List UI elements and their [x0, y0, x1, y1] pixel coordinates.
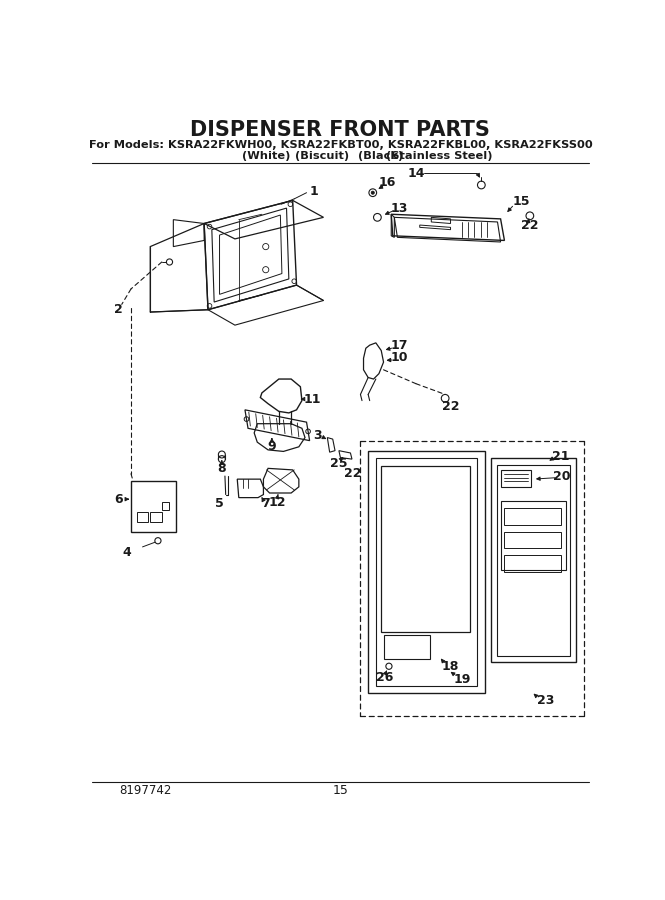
- Text: 1: 1: [310, 184, 319, 198]
- Text: 14: 14: [407, 166, 425, 180]
- Text: (Black): (Black): [358, 150, 403, 161]
- Text: 22: 22: [521, 219, 539, 231]
- Text: (Stainless Steel): (Stainless Steel): [386, 150, 492, 161]
- Text: 11: 11: [303, 392, 321, 406]
- Text: 15: 15: [332, 784, 348, 796]
- Text: 15: 15: [513, 195, 530, 209]
- Text: 10: 10: [390, 351, 408, 364]
- Text: 6: 6: [114, 492, 123, 506]
- Text: 4: 4: [123, 545, 132, 559]
- Text: 8197742: 8197742: [120, 784, 172, 796]
- Text: 23: 23: [537, 695, 554, 707]
- Text: 22: 22: [344, 467, 362, 481]
- Text: (Biscuit): (Biscuit): [295, 150, 349, 161]
- Text: 17: 17: [390, 338, 408, 352]
- Text: DISPENSER FRONT PARTS: DISPENSER FRONT PARTS: [190, 120, 490, 140]
- Text: 21: 21: [552, 449, 569, 463]
- Text: 5: 5: [215, 497, 224, 509]
- Text: 20: 20: [553, 470, 571, 482]
- Text: 13: 13: [390, 202, 408, 214]
- Text: 3: 3: [313, 428, 322, 442]
- Text: 7: 7: [261, 497, 270, 509]
- Text: 2: 2: [114, 303, 122, 316]
- Text: 16: 16: [378, 176, 396, 189]
- Text: 8: 8: [217, 462, 226, 475]
- Text: 22: 22: [442, 400, 460, 413]
- Text: (White): (White): [242, 150, 291, 161]
- Text: 12: 12: [269, 496, 286, 508]
- Text: 18: 18: [442, 660, 460, 673]
- Text: 19: 19: [454, 673, 471, 686]
- Text: 25: 25: [330, 457, 348, 470]
- Text: For Models: KSRA22FKWH00, KSRA22FKBT00, KSRA22FKBL00, KSRA22FKSS00: For Models: KSRA22FKWH00, KSRA22FKBT00, …: [88, 140, 593, 150]
- Text: 26: 26: [376, 671, 394, 684]
- Text: 9: 9: [267, 440, 276, 454]
- Circle shape: [371, 191, 374, 194]
